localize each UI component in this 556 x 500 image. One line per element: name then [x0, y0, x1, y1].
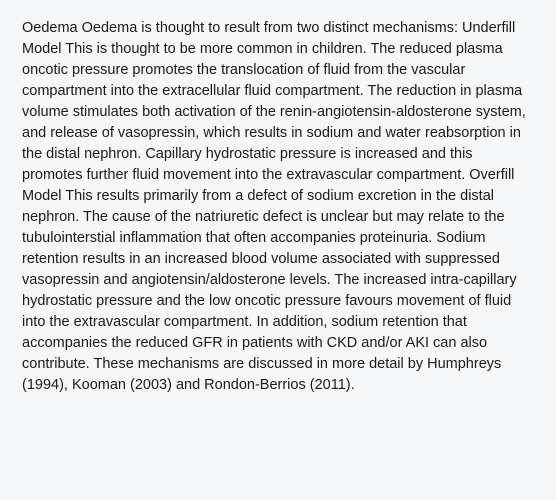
document-body-text: Oedema Oedema is thought to result from …	[22, 18, 534, 396]
